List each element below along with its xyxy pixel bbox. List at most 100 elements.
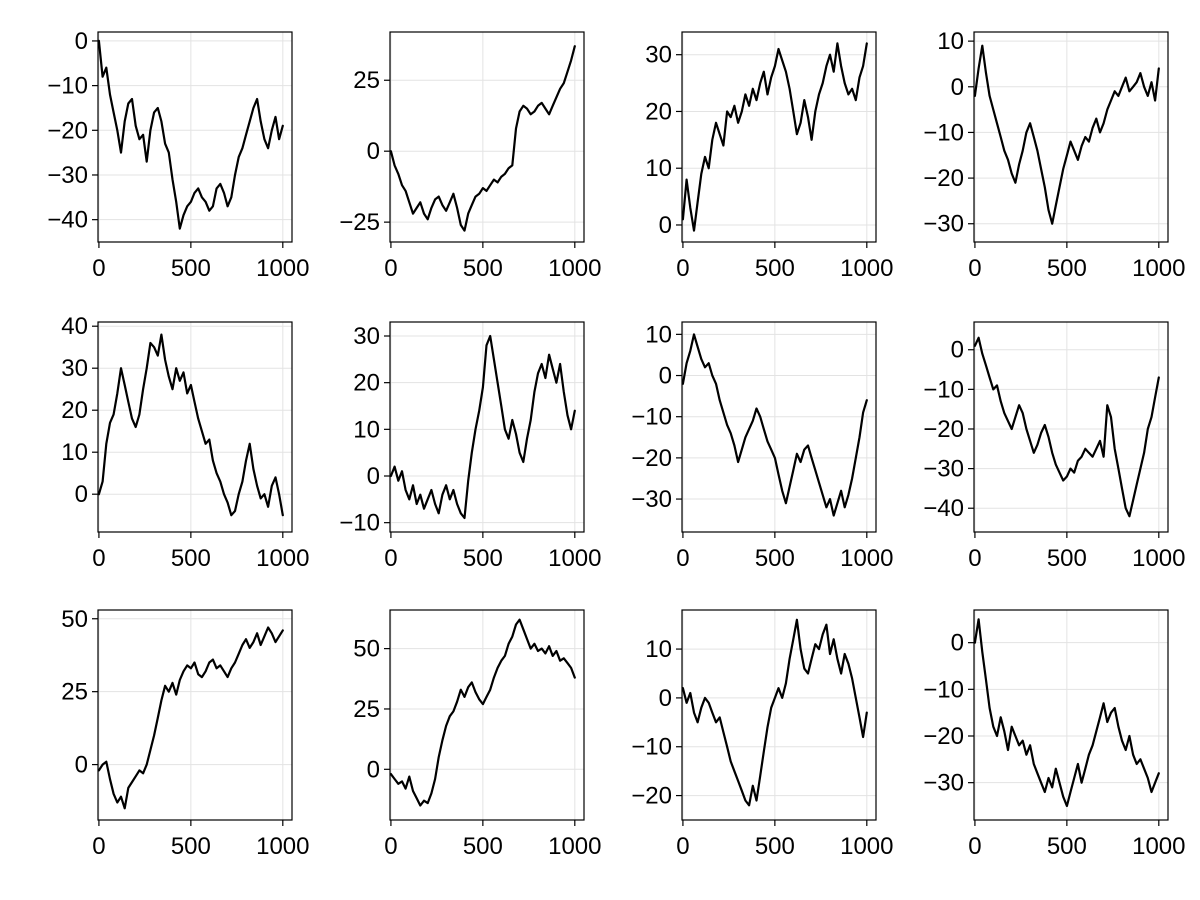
x-tick-label: 1000 (840, 833, 893, 860)
y-tick-label: 0 (367, 463, 380, 490)
x-tick-label: 1000 (548, 255, 601, 282)
x-tick-label: 1000 (256, 545, 309, 572)
y-tick-label: −20 (923, 416, 964, 443)
y-tick-label: 0 (367, 756, 380, 783)
x-tick-label: 0 (676, 545, 689, 572)
y-tick-label: −30 (923, 456, 964, 483)
y-tick-label: −10 (631, 404, 672, 431)
y-tick-label: −30 (923, 770, 964, 797)
x-tick-label: 500 (1047, 545, 1087, 572)
y-tick-label: 50 (61, 606, 88, 633)
y-tick-label: 0 (367, 138, 380, 165)
y-tick-label: 0 (659, 685, 672, 712)
plot-frame (681, 31, 877, 243)
plot-frame (97, 31, 293, 243)
x-tick-label: 500 (171, 545, 211, 572)
y-tick-label: −20 (631, 783, 672, 810)
x-tick-label: 500 (755, 833, 795, 860)
x-tick-label: 0 (968, 833, 981, 860)
series-line (389, 334, 576, 520)
subplot-5: 0 500 1000 40 30 20 10 0 (61, 313, 309, 572)
x-tick-label: 0 (676, 833, 689, 860)
y-tick-label: 25 (353, 67, 380, 94)
y-tick-label: 10 (61, 439, 88, 466)
y-tick-label: 10 (353, 416, 380, 443)
y-tick-label: 0 (951, 337, 964, 364)
y-tick-label: 10 (937, 28, 964, 55)
series-line (389, 45, 576, 232)
x-tick-label: 500 (1047, 255, 1087, 282)
plot-frame (97, 609, 293, 821)
y-tick-label: 0 (75, 28, 88, 55)
series-line (973, 44, 1160, 225)
x-tick-label: 500 (1047, 833, 1087, 860)
subplot-8: 0 500 1000 0 −10 −20 −30 −40 (923, 321, 1186, 572)
y-tick-label: 10 (645, 321, 672, 348)
x-tick-label: 0 (92, 833, 105, 860)
y-tick-label: −10 (631, 734, 672, 761)
plot-frame (681, 609, 877, 821)
y-tick-label: 25 (353, 696, 380, 723)
x-tick-label: 1000 (840, 545, 893, 572)
series-line (97, 39, 284, 230)
x-tick-label: 0 (384, 833, 397, 860)
series-line (681, 618, 868, 807)
plot-frame (389, 609, 585, 821)
y-tick-label: 0 (951, 74, 964, 101)
plot-frame (973, 321, 1169, 533)
x-tick-label: 0 (968, 255, 981, 282)
subplot-9: 0 500 1000 50 25 0 (61, 606, 309, 860)
y-tick-label: −20 (923, 723, 964, 750)
y-tick-label: −10 (923, 119, 964, 146)
y-tick-label: 50 (353, 636, 380, 663)
y-tick-label: 20 (645, 98, 672, 125)
series-line (389, 618, 576, 807)
x-tick-label: 500 (755, 255, 795, 282)
y-tick-label: 25 (61, 679, 88, 706)
x-tick-label: 1000 (1132, 833, 1185, 860)
x-tick-label: 500 (755, 545, 795, 572)
y-tick-label: −30 (47, 162, 88, 189)
x-tick-label: 500 (171, 833, 211, 860)
y-tick-label: −40 (47, 207, 88, 234)
x-tick-label: 1000 (548, 545, 601, 572)
subplot-1: 0 500 1000 0 −10 −20 −30 −40 (47, 28, 309, 282)
y-tick-label: 0 (75, 752, 88, 779)
series-line (681, 333, 868, 517)
x-tick-label: 500 (171, 255, 211, 282)
subplot-10: 0 500 1000 50 25 0 (353, 609, 602, 860)
series-line (681, 42, 868, 232)
y-tick-label: 10 (645, 155, 672, 182)
y-tick-label: −10 (339, 510, 380, 537)
plot-frame (681, 321, 877, 533)
x-tick-label: 500 (463, 255, 503, 282)
y-tick-label: 0 (75, 481, 88, 508)
series-line (97, 333, 284, 517)
series-line (97, 626, 284, 810)
x-tick-label: 1000 (1132, 545, 1185, 572)
y-tick-label: 30 (645, 42, 672, 69)
y-tick-label: 0 (659, 212, 672, 239)
y-tick-label: 30 (353, 323, 380, 350)
x-tick-label: 500 (463, 545, 503, 572)
series-line (973, 336, 1160, 518)
x-tick-label: 0 (384, 545, 397, 572)
plot-frame (973, 31, 1169, 243)
y-tick-label: 20 (353, 370, 380, 397)
y-tick-label: −10 (47, 73, 88, 100)
y-tick-label: 0 (951, 630, 964, 657)
subplot-11: 0 500 1000 10 0 −10 −20 (631, 609, 894, 860)
plot-frame (97, 321, 293, 533)
x-tick-label: 1000 (256, 833, 309, 860)
x-tick-label: 1000 (256, 255, 309, 282)
x-tick-label: 0 (384, 255, 397, 282)
x-tick-label: 0 (92, 255, 105, 282)
y-tick-label: −40 (923, 495, 964, 522)
x-tick-label: 0 (968, 545, 981, 572)
subplot-7: 0 500 1000 10 0 −10 −20 −30 (631, 321, 893, 572)
y-tick-label: −20 (923, 165, 964, 192)
y-tick-label: 10 (645, 636, 672, 663)
series-line (973, 618, 1160, 808)
